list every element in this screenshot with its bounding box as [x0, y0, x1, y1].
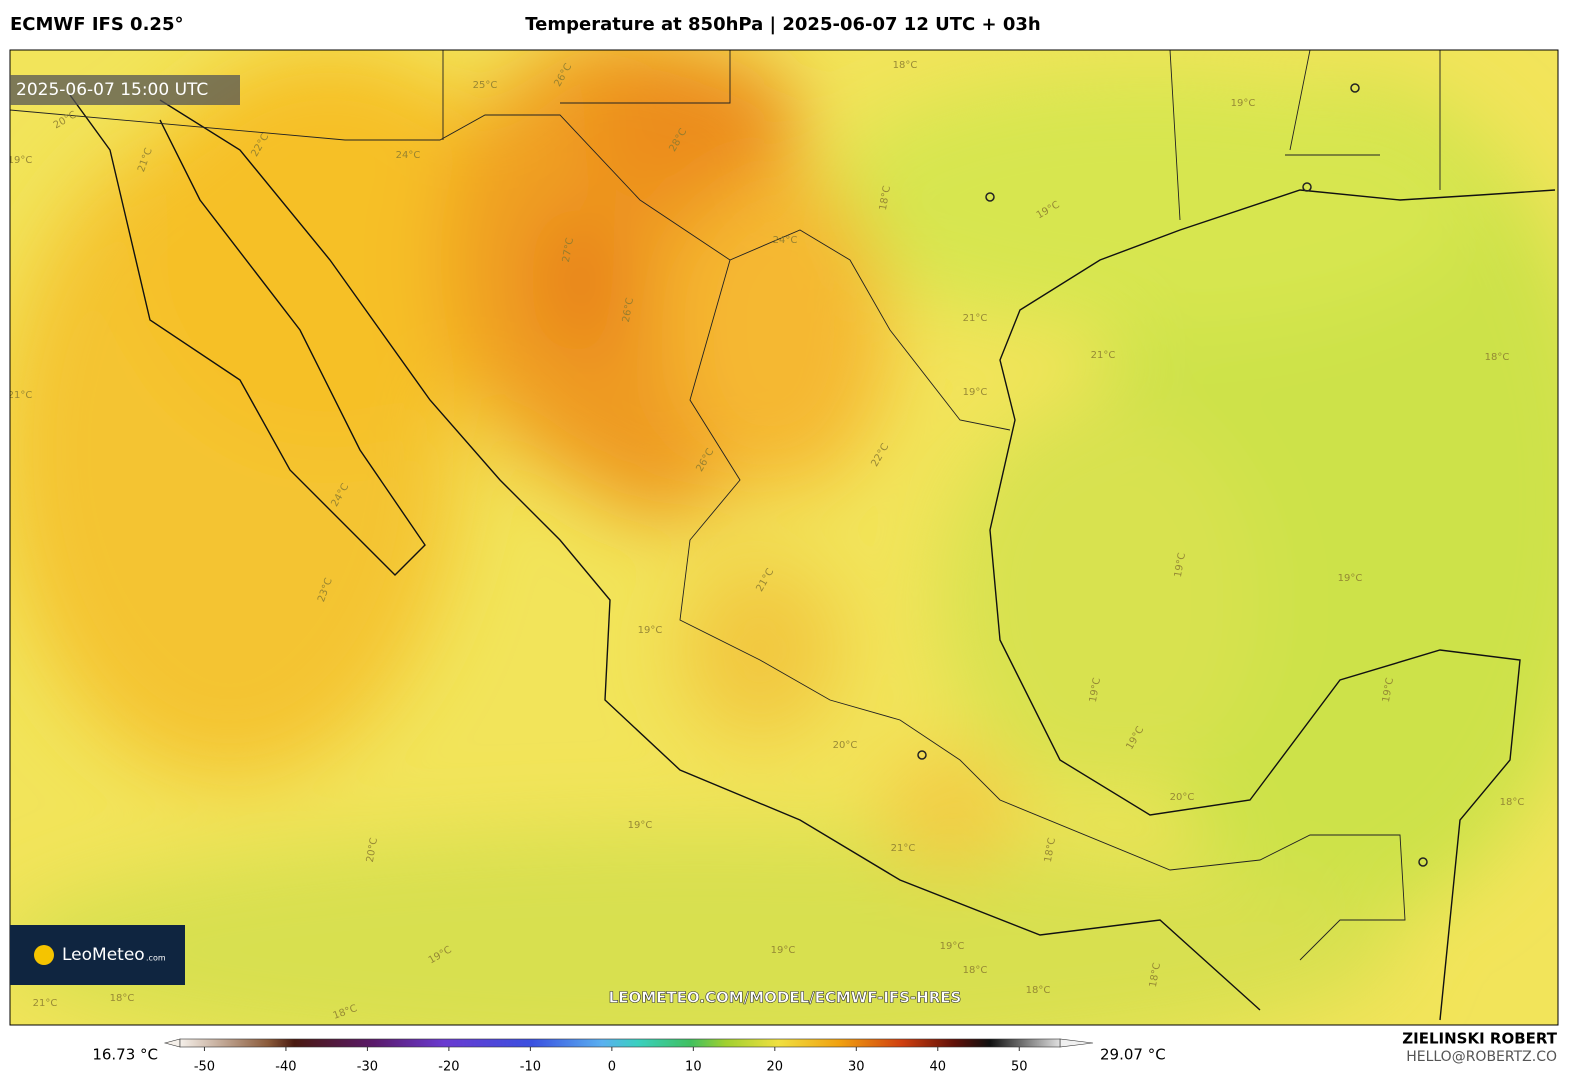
contour-label: 18°C — [1043, 837, 1058, 863]
contour-label: 20°C — [365, 837, 380, 863]
coastlines — [69, 94, 1556, 1021]
contour-label: 18°C — [110, 993, 135, 1004]
colorbar-tick-label: 30 — [848, 1060, 865, 1075]
contour-label: 18°C — [1026, 985, 1051, 996]
map-title: Temperature at 850hPa | 2025-06-07 12 UT… — [525, 14, 1040, 35]
contour-label: 19°C — [638, 625, 663, 636]
colorbar-tick-label: -20 — [438, 1060, 459, 1075]
contour-label: 18°C — [1148, 962, 1163, 988]
contour-label: 24°C — [396, 150, 421, 161]
city-markers — [917, 83, 1428, 867]
colorbar-end — [1059, 1038, 1094, 1048]
contour-label: 21°C — [8, 390, 33, 401]
contour-label: 19°C — [963, 387, 988, 398]
contour-label: 19°C — [771, 945, 796, 956]
map-frame — [9, 49, 1559, 1026]
colorbar — [179, 1038, 1061, 1048]
colorbar-tick-label: -10 — [520, 1060, 541, 1075]
colorbar-tick-label: -40 — [275, 1060, 296, 1075]
contour-label: 19°C — [1338, 573, 1363, 584]
contour-label: 19°C — [628, 820, 653, 831]
author: ZIELINSKI ROBERT — [1402, 1030, 1557, 1048]
map-area: 18°C19°C18°C 19°C24°C22°C21°C19°C24°C27°C… — [8, 50, 1558, 1025]
colorbar-min: 16.73 °C — [92, 1046, 158, 1064]
colorbar-tick-label: 0 — [608, 1060, 616, 1075]
contour-label: 19°C — [1088, 677, 1103, 703]
contour-label: 19°C — [8, 155, 33, 166]
colorbar-tick-label: -30 — [357, 1060, 378, 1075]
contour-label: 26°C — [621, 297, 636, 323]
contour-label: 20°C — [1170, 792, 1195, 803]
contour-label: 18°C — [1500, 797, 1525, 808]
contour-label: 19°C — [940, 941, 965, 952]
colorbar-end — [163, 1038, 181, 1048]
contour-label: 18°C — [963, 965, 988, 976]
contour-label: 21°C — [33, 998, 58, 1009]
contour-label: 25°C — [473, 80, 498, 91]
contour-label: 19°C — [1231, 98, 1256, 109]
watermark: LEOMETEO.COM/MODEL/ECMWF-IFS-HRES — [609, 989, 962, 1007]
contour-label: 24°C — [773, 235, 798, 246]
contour-label: 18°C — [893, 60, 918, 71]
colorbar-tick-label: 40 — [930, 1060, 947, 1075]
contour-label: 27°C — [561, 237, 576, 263]
colorbar-tick-label: -50 — [194, 1060, 215, 1075]
borders — [10, 50, 1441, 961]
logo: LeoMeteo — [62, 945, 145, 965]
logo-sun — [34, 945, 54, 965]
email: HELLO@ROBERTZ.CO — [1406, 1049, 1557, 1065]
contour-label: 21°C — [963, 313, 988, 324]
contour-label: 20°C — [833, 740, 858, 751]
logo-suffix: .com — [146, 954, 166, 963]
colorbar-tick-label: 20 — [767, 1060, 784, 1075]
colorbar-tick-label: 50 — [1011, 1060, 1028, 1075]
contour-label: 21°C — [1091, 350, 1116, 361]
colorbar-tick-label: 10 — [685, 1060, 702, 1075]
model-name: ECMWF IFS 0.25° — [10, 14, 183, 35]
timestamp: 2025-06-07 15:00 UTC — [16, 80, 208, 100]
contour-label: 19°C — [1173, 552, 1188, 578]
timestamp-box — [10, 75, 240, 105]
colorbar-max: 29.07 °C — [1100, 1046, 1166, 1064]
contour-label: 21°C — [891, 843, 916, 854]
contour-label: 19°C — [1381, 677, 1396, 703]
contour-label: 18°C — [878, 185, 893, 211]
contour-label: 18°C — [1485, 352, 1510, 363]
